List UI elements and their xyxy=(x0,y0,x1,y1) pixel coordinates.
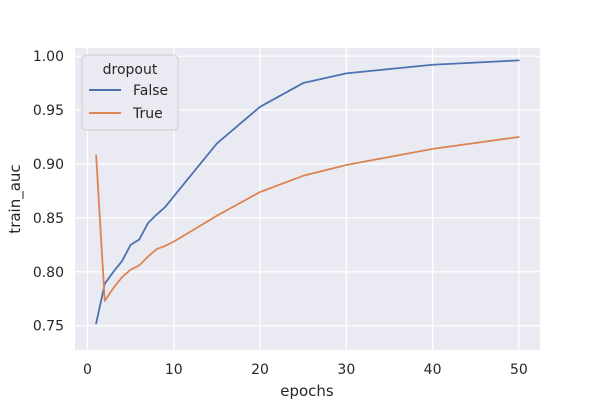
x-tick-label: 20 xyxy=(251,362,269,378)
y-tick-label: 0.95 xyxy=(33,103,64,119)
x-axis-label: epochs xyxy=(280,382,334,400)
x-tick-label: 0 xyxy=(83,362,92,378)
x-tick-label: 30 xyxy=(337,362,355,378)
x-tick-label: 10 xyxy=(165,362,183,378)
y-tick-label: 0.75 xyxy=(33,319,64,335)
legend-box xyxy=(81,54,179,131)
x-tick-label: 50 xyxy=(510,362,528,378)
y-tick-labels: 0.75 0.80 0.85 0.90 0.95 1.00 xyxy=(33,49,64,335)
y-tick-label: 0.85 xyxy=(33,211,64,227)
y-tick-label: 0.90 xyxy=(33,157,64,173)
legend-label-true: True xyxy=(132,106,163,122)
y-tick-label: 1.00 xyxy=(33,49,64,65)
x-tick-label: 40 xyxy=(424,362,442,378)
series-line-true xyxy=(95,136,520,302)
series-line-false xyxy=(95,59,520,325)
y-axis-label: train_auc xyxy=(6,164,25,233)
legend-label-false: False xyxy=(133,83,168,99)
series-layer xyxy=(95,59,520,325)
legend: dropout False True xyxy=(81,54,179,131)
x-tick-labels: 0 10 20 30 40 50 xyxy=(83,362,528,378)
y-tick-label: 0.80 xyxy=(33,265,64,281)
legend-title: dropout xyxy=(103,62,158,78)
